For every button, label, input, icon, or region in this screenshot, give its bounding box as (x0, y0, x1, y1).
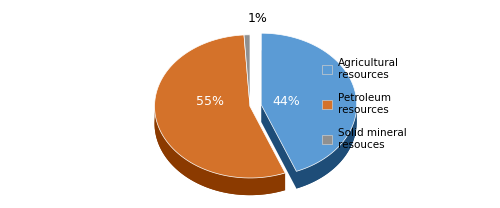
Legend: Agricultural
resources, Petroleum
resources, Solid mineral
resouces: Agricultural resources, Petroleum resour… (322, 58, 406, 150)
Text: 1%: 1% (248, 12, 268, 25)
Text: 55%: 55% (196, 95, 224, 108)
Polygon shape (154, 52, 285, 195)
Polygon shape (244, 52, 250, 124)
Polygon shape (262, 50, 356, 188)
Polygon shape (154, 35, 285, 178)
Polygon shape (244, 35, 250, 106)
Text: 44%: 44% (272, 95, 300, 108)
Polygon shape (154, 103, 285, 195)
Polygon shape (262, 33, 356, 171)
Polygon shape (296, 102, 356, 188)
